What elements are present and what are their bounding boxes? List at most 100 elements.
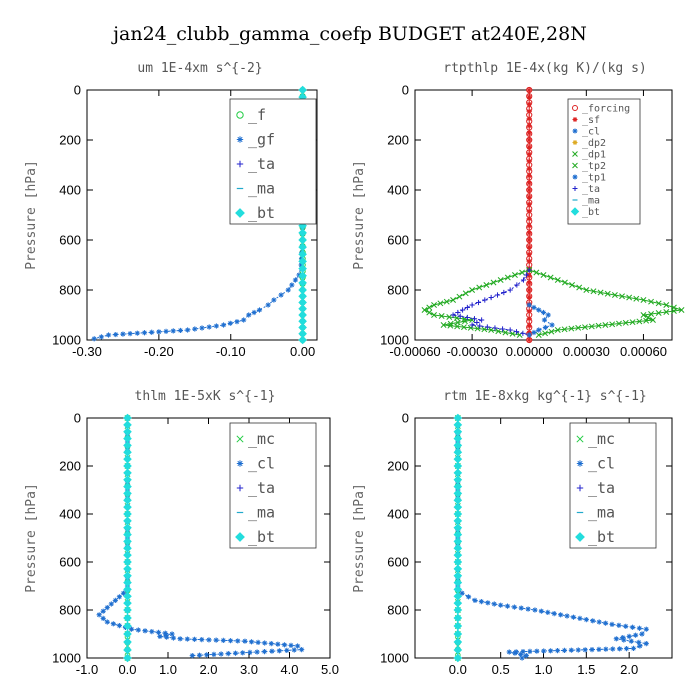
- data-point: [206, 637, 212, 643]
- x-tick-label: -0.00030: [446, 344, 497, 359]
- data-point: [254, 649, 260, 655]
- x-tick-label: 0.00: [290, 344, 315, 359]
- data-point: [526, 223, 532, 229]
- panel-title: rtm 1E-8xkg kg^{-1} s^{-1}: [443, 389, 647, 404]
- data-point: [438, 313, 445, 319]
- y-tick-label: 200: [387, 459, 409, 474]
- data-point: [459, 307, 466, 313]
- data-point: [545, 609, 551, 615]
- data-point: [251, 309, 257, 316]
- x-tick-label: 1.5: [577, 662, 595, 677]
- y-tick-label: 0: [402, 411, 409, 426]
- data-point: [123, 605, 132, 615]
- data-point: [291, 647, 297, 653]
- data-point: [431, 302, 437, 308]
- data-point: [155, 629, 162, 635]
- data-point: [453, 420, 463, 430]
- legend-swatch: [236, 136, 244, 143]
- legend-swatch: [235, 208, 245, 218]
- data-point: [100, 615, 106, 621]
- data-point: [185, 327, 191, 333]
- data-point: [620, 635, 626, 641]
- series-sf: [526, 87, 532, 343]
- data-point: [453, 598, 463, 608]
- x-tick-label: 0.00060: [620, 344, 667, 359]
- data-point: [462, 290, 469, 297]
- y-tick-label: 800: [387, 603, 409, 618]
- data-point: [538, 608, 544, 614]
- data-point: [276, 648, 282, 654]
- data-point: [453, 621, 463, 631]
- legend-label: _bt: [588, 528, 615, 546]
- data-point: [643, 317, 650, 324]
- data-point: [575, 647, 581, 653]
- data-point: [523, 272, 529, 278]
- data-point: [590, 288, 597, 295]
- data-point: [479, 317, 485, 323]
- data-point: [142, 628, 148, 634]
- data-point: [590, 618, 596, 624]
- legend-swatch: [572, 128, 578, 134]
- data-point: [523, 653, 529, 659]
- data-point: [554, 648, 561, 654]
- data-point: [246, 312, 252, 318]
- legend-swatch: [236, 484, 244, 492]
- data-point: [450, 297, 457, 303]
- data-point: [518, 651, 524, 657]
- data-point: [289, 282, 295, 288]
- y-tick-label: 0: [74, 411, 81, 426]
- data-point: [526, 273, 532, 279]
- data-point: [575, 324, 582, 331]
- legend-swatch: [572, 174, 578, 180]
- data-point: [526, 144, 532, 150]
- data-point: [262, 640, 268, 646]
- x-tick-label: -0.10: [216, 344, 246, 359]
- plot-frame: [414, 89, 673, 341]
- data-point: [134, 330, 140, 336]
- legend-swatch: [572, 186, 578, 191]
- data-point: [526, 151, 532, 157]
- data-point: [227, 638, 234, 644]
- data-point: [469, 287, 476, 293]
- data-point: [526, 287, 532, 293]
- x-tick-label: -0.00060: [389, 344, 440, 359]
- data-point: [211, 651, 217, 657]
- x-tick-label: -0.20: [144, 344, 174, 359]
- data-point: [650, 317, 656, 323]
- data-point: [507, 287, 513, 293]
- data-point: [603, 646, 609, 652]
- y-tick-label: 200: [59, 133, 81, 148]
- data-point: [569, 282, 576, 288]
- chart-panel-1: um 1E-4xm s^{-2} Pressure [hPa] 0 200 400 600…: [24, 61, 318, 359]
- legend-label: _ma: [582, 196, 600, 207]
- data-point: [455, 309, 461, 316]
- data-point: [603, 620, 609, 626]
- data-point: [292, 277, 299, 283]
- legend: _mc _cl _ta _ma _bt: [229, 422, 317, 549]
- data-point: [643, 641, 649, 647]
- data-point: [561, 279, 568, 286]
- y-tick-label: 1000: [52, 333, 81, 348]
- y-axis-label: Pressure [hPa]: [24, 160, 39, 270]
- data-point: [218, 651, 224, 657]
- data-point: [123, 564, 132, 574]
- x-tick-label: 2.0: [620, 662, 638, 677]
- data-point: [453, 605, 463, 615]
- x-tick-label: 4.0: [280, 662, 298, 677]
- data-point: [298, 235, 307, 245]
- x-tick-label: 0.0: [449, 662, 467, 677]
- data-point: [518, 605, 524, 611]
- legend-swatch: [236, 111, 244, 119]
- data-point: [595, 322, 602, 329]
- data-point: [255, 639, 261, 645]
- data-point: [478, 599, 484, 605]
- data-point: [526, 137, 532, 143]
- panel-title: um 1E-4xm s^{-2}: [137, 61, 262, 76]
- data-point: [157, 633, 163, 639]
- data-point: [265, 302, 271, 308]
- data-point: [548, 648, 554, 654]
- data-point: [526, 308, 532, 315]
- data-point: [135, 627, 141, 633]
- legend-swatch: [575, 532, 585, 542]
- data-point: [123, 591, 132, 601]
